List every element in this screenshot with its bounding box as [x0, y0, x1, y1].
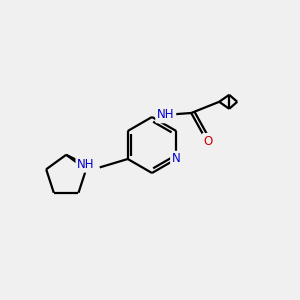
Text: O: O	[204, 135, 213, 148]
Text: N: N	[172, 152, 181, 166]
Text: NH: NH	[77, 158, 95, 171]
Text: NH: NH	[157, 109, 175, 122]
